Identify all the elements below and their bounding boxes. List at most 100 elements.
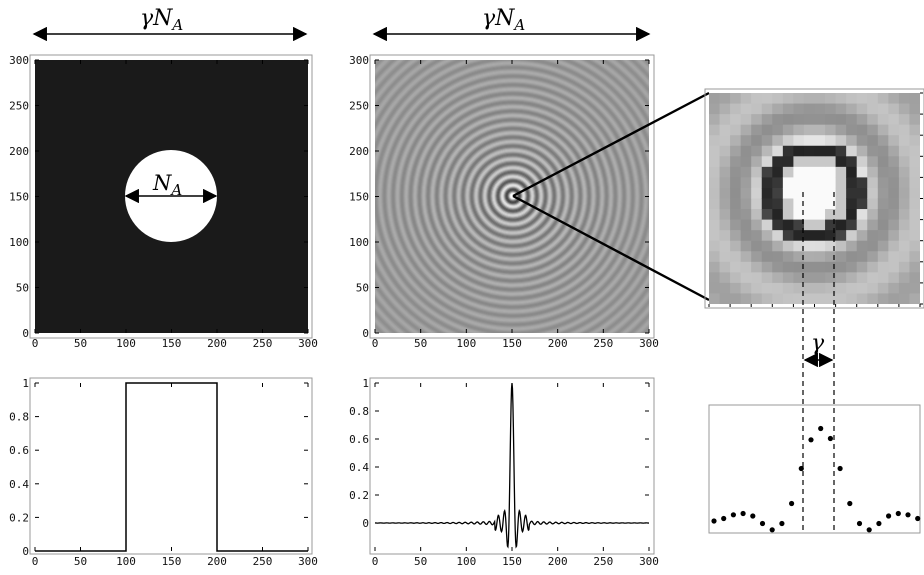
ring [460,143,566,249]
x-tick-label: 150 [502,337,522,350]
pixel [782,272,794,284]
ring [459,142,567,250]
pixel [772,240,784,252]
pixel [877,282,889,294]
pixel [846,156,858,168]
pixel [730,230,742,242]
pixel [825,240,836,252]
ring [433,116,593,276]
pixel [772,93,784,104]
pixel [846,114,858,126]
pixel [709,114,720,126]
pixel [825,198,836,210]
pixel [803,198,815,210]
sample-point [866,527,872,533]
ring [416,99,610,293]
pixel [793,135,805,147]
gamma-label: γ [811,331,825,356]
pixel [730,240,742,252]
pixel [751,166,763,178]
ring [424,107,602,285]
pixel [709,230,720,242]
pixel [751,177,763,189]
pixel [751,209,763,220]
pixel [856,145,868,157]
pixel [835,103,847,115]
pixel [803,209,815,220]
pixel [782,282,794,294]
ring [418,101,608,291]
pixel [761,177,773,189]
pixel [793,177,805,189]
x-tick-label: 50 [74,555,87,568]
zoom-line-top [512,91,710,198]
x-tick-label: 0 [32,337,39,350]
pixel [888,135,900,147]
pixel [856,187,868,199]
pixel [888,230,900,242]
pixel [846,293,858,304]
ring [431,114,595,278]
x-tick-label: 250 [253,337,273,350]
pixel [740,114,752,126]
ring [507,190,519,202]
x-tick-label: 0 [32,555,39,568]
pixel [803,240,815,252]
pixel [909,145,920,157]
y-tick-label: 300 [9,54,29,67]
ring [496,179,530,213]
pixel [814,251,826,263]
pixel [856,177,868,189]
y-tick-label: 0.4 [9,478,29,491]
y-tick-label: 100 [349,236,369,249]
ring [456,139,570,253]
pixel [772,124,784,136]
pixel [814,177,826,189]
x-tick-label: 100 [116,555,136,568]
pixel [782,230,794,242]
y-tick-label: 0.2 [9,511,29,524]
ring [412,95,614,297]
diffraction-rings [375,60,649,333]
pixel [814,103,826,115]
pixel [846,251,858,263]
pixel [719,261,731,273]
pixel [803,103,815,115]
pixel [825,93,836,104]
pixel [856,272,868,284]
pixel [751,156,763,168]
sample-point [818,425,824,432]
ring [428,111,598,281]
pixel [888,272,900,284]
ring [414,97,612,295]
y-tick-label: 0 [22,545,29,558]
ring [432,115,594,277]
ring [436,119,590,273]
pixel [867,114,879,126]
pixel [709,145,720,157]
pixel [709,93,720,104]
pixel [751,124,763,136]
pixel [719,251,731,263]
pixel [719,93,731,104]
ring [471,154,555,238]
pixel [888,209,900,220]
width-label-left: γN [140,6,173,31]
pixel [898,198,910,210]
pixel [835,187,847,199]
pixel [751,219,763,231]
pixel [909,209,920,220]
ring [397,80,629,312]
pixel [782,93,794,104]
pixel [909,135,920,147]
pixel [740,282,752,294]
pixel [709,261,720,273]
pixel [761,209,773,220]
y-tick-label: 0.8 [9,411,29,424]
pixel [709,187,720,199]
pixel [909,93,920,104]
pixel [867,251,879,263]
pixel [825,261,836,273]
ring [490,173,536,219]
pixel [825,272,836,284]
